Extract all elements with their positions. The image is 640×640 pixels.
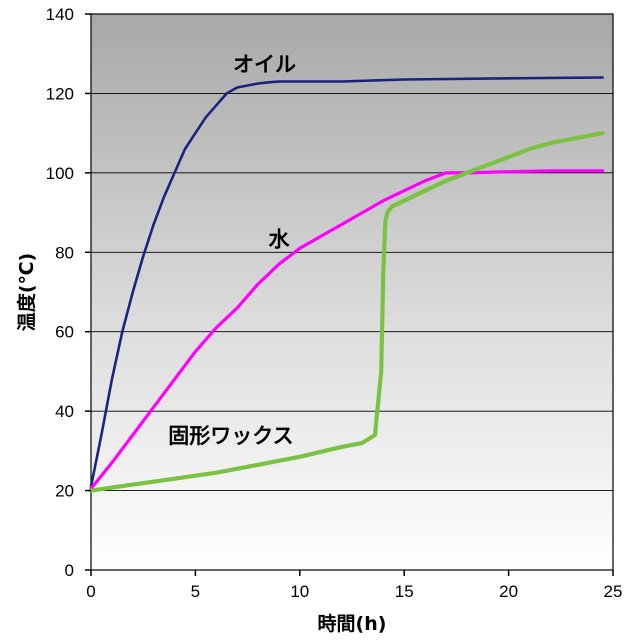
plot-border bbox=[90, 13, 614, 571]
x-tick-label-5: 5 bbox=[191, 582, 200, 601]
series-line-2 bbox=[89, 169, 605, 491]
series-group bbox=[88, 76, 605, 493]
y-tick-label-20: 20 bbox=[55, 482, 74, 501]
y-tick-label-0: 0 bbox=[65, 561, 74, 580]
series-label-2: 水 bbox=[268, 227, 290, 251]
series-line-1 bbox=[89, 76, 604, 488]
y-axis-title: 温度(℃) bbox=[15, 253, 38, 331]
x-axis-title: 時間(h) bbox=[318, 613, 387, 635]
y-tick-label-60: 60 bbox=[55, 323, 74, 342]
y-tick-label-40: 40 bbox=[55, 402, 74, 421]
y-tick-label-120: 120 bbox=[46, 84, 74, 103]
y-tick-label-140: 140 bbox=[46, 5, 74, 24]
x-tick-label-10: 10 bbox=[290, 582, 309, 601]
series-line-3 bbox=[88, 131, 605, 493]
tick-labels: 0 20 40 60 80 100 120 140 0 5 10 15 20 25 bbox=[46, 5, 623, 601]
series-label-1: オイル bbox=[233, 53, 296, 77]
y-tick-label-80: 80 bbox=[55, 243, 74, 262]
series-label-3: 固形ワックス bbox=[168, 424, 293, 448]
axes bbox=[90, 13, 614, 571]
plot-area bbox=[91, 14, 613, 570]
x-tick-label-25: 25 bbox=[604, 582, 623, 601]
x-tick-label-15: 15 bbox=[395, 582, 414, 601]
x-tick-label-20: 20 bbox=[499, 582, 518, 601]
x-tick-label-0: 0 bbox=[86, 582, 95, 601]
y-tick-label-100: 100 bbox=[46, 164, 74, 183]
